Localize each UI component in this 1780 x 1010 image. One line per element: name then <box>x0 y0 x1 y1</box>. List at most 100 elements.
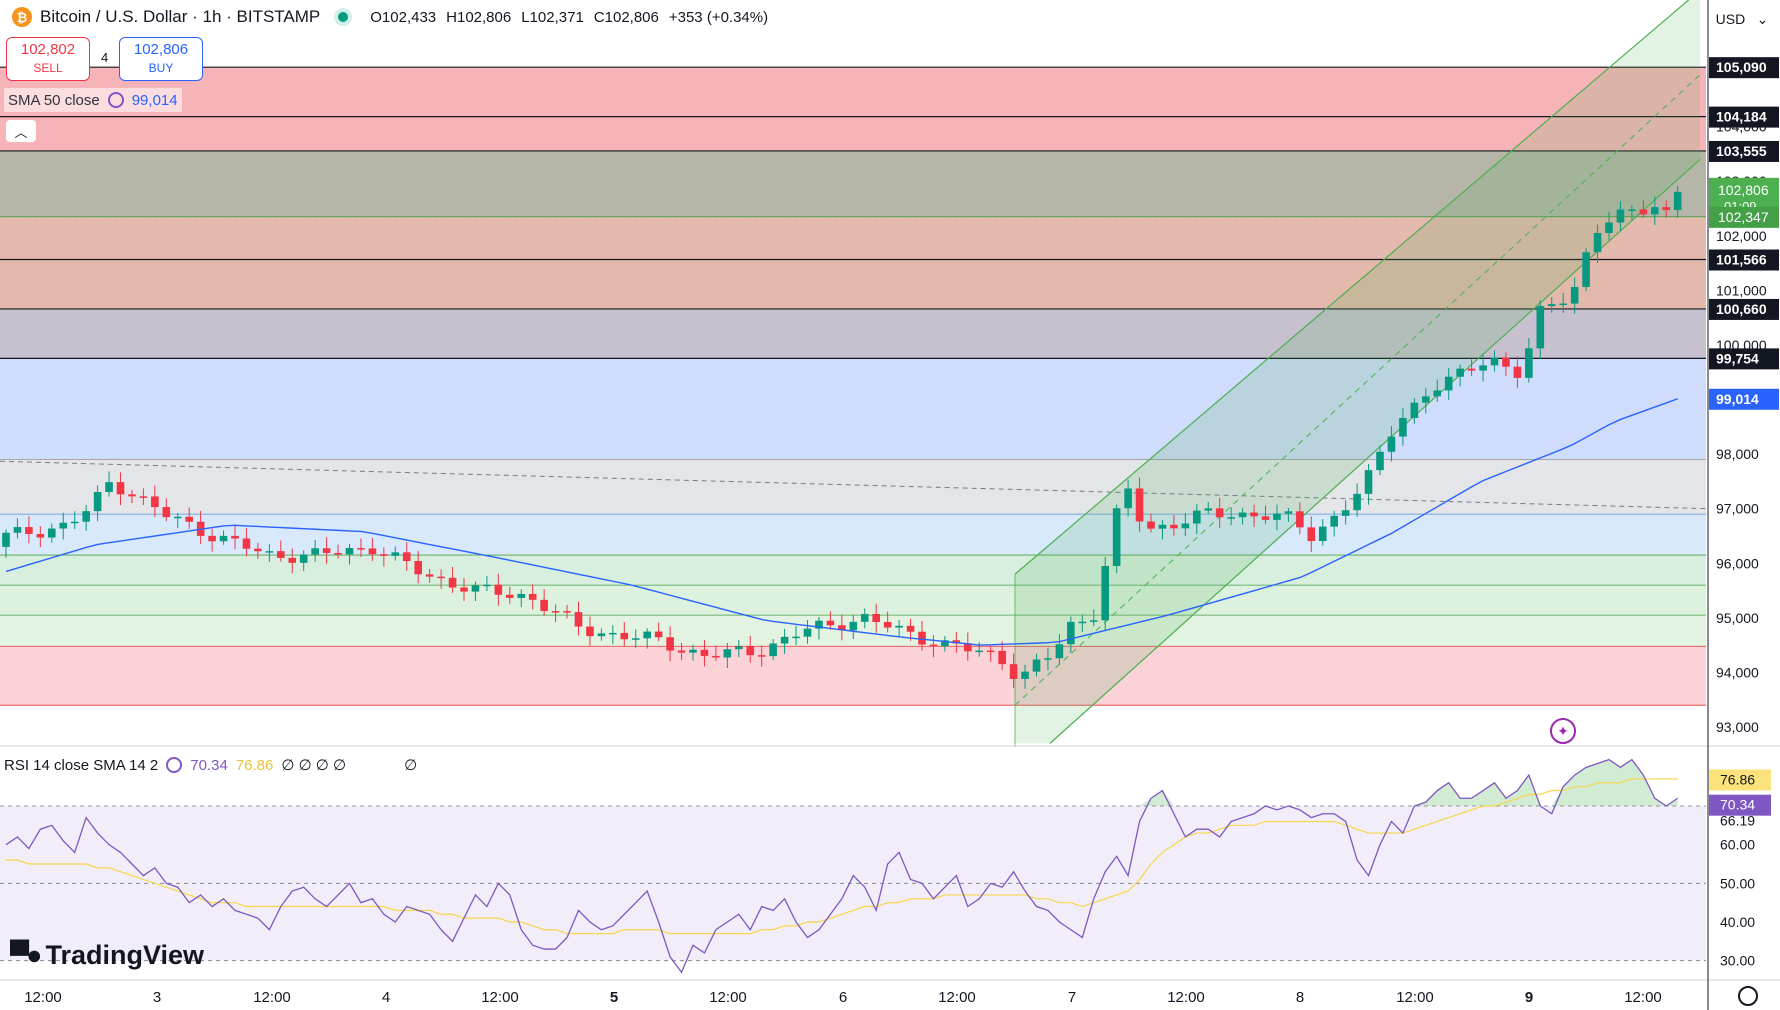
candle-body <box>1089 620 1098 622</box>
candle-body <box>1456 368 1464 377</box>
candle-body <box>723 649 732 658</box>
bitcoin-icon: ₿ <box>12 7 32 27</box>
candle-body <box>151 496 159 508</box>
candle-body <box>1284 511 1293 514</box>
candle-body <box>242 538 251 549</box>
price-level-label-bg <box>1709 348 1779 370</box>
price-level-label: 105,090 <box>1716 59 1767 75</box>
candle-body <box>780 636 789 644</box>
rsi-overbought-fill <box>1620 759 1632 806</box>
candle-body <box>173 516 182 519</box>
candle-body <box>162 507 171 518</box>
candle-body <box>906 625 915 632</box>
rsi-tick-label: 60.00 <box>1720 837 1755 853</box>
candle-body <box>1364 470 1373 494</box>
candle-body <box>700 649 709 656</box>
candle-body <box>231 535 239 539</box>
rsi-sma-line <box>6 778 1678 935</box>
candle-body <box>357 548 365 550</box>
candle-body <box>1330 515 1338 527</box>
candle-body <box>414 561 422 575</box>
candle-body <box>563 611 571 613</box>
price-tick-label: 93,000 <box>1716 719 1759 735</box>
candle-body <box>677 650 686 653</box>
rsi-legend[interactable]: RSI 14 close SMA 14 2 70.34 76.86 ∅ ∅ ∅ … <box>4 756 417 775</box>
settings-gear-icon[interactable] <box>1738 986 1758 1006</box>
sma-legend-value: 99,014 <box>131 91 178 109</box>
rsi-overbought-fill <box>1471 790 1484 806</box>
candle-body <box>838 625 846 631</box>
candle-body <box>746 646 755 656</box>
sell-button[interactable]: 102,802 SELL <box>6 37 90 81</box>
fib-zone <box>0 216 1706 260</box>
symbol-title[interactable]: Bitcoin / U.S. Dollar · 1h · BITSTAMP <box>40 7 321 26</box>
rsi-background <box>0 806 1706 961</box>
rsi-overbought-fill <box>1162 790 1174 806</box>
candle-body <box>964 643 972 652</box>
price-tick-label: 95,000 <box>1716 610 1759 626</box>
time-tick-label: 12:00 <box>709 989 747 1006</box>
flash-icon[interactable]: ✦ <box>1550 718 1576 744</box>
candle-body <box>1616 209 1625 223</box>
candle-body <box>860 613 869 622</box>
candle-body <box>322 548 331 553</box>
currency-select[interactable]: USD ⌄ <box>1710 4 1774 34</box>
candle-body <box>929 644 938 647</box>
candle-body <box>139 496 148 498</box>
fib-zone <box>0 555 1706 586</box>
candle-body <box>1662 207 1671 211</box>
candle-body <box>998 650 1006 665</box>
candle-body <box>1513 366 1522 378</box>
candle-body <box>254 548 262 552</box>
time-tick-label: 6 <box>839 989 847 1006</box>
rsi-level-bg <box>1709 769 1771 791</box>
parallel-channel <box>1015 0 1700 744</box>
rsi-legend-label: RSI 14 close SMA 14 2 <box>4 756 159 774</box>
time-tick-label: 12:00 <box>481 989 519 1006</box>
channel-mid-line <box>1014 74 1701 706</box>
rsi-overbought-fill <box>1551 786 1564 806</box>
candle-body <box>849 621 858 631</box>
candle-body <box>1387 436 1396 452</box>
candle-body <box>1193 510 1201 524</box>
candle-body <box>803 628 812 637</box>
cycle-icon <box>107 92 124 108</box>
candle-body <box>1559 303 1567 306</box>
price-tick-label: 101,000 <box>1716 282 1767 298</box>
candle-body <box>712 655 720 658</box>
low-value: L102,371 <box>521 8 584 26</box>
sma-legend-label: SMA 50 close <box>8 91 100 109</box>
fib-zone <box>0 585 1706 616</box>
fib-zone <box>0 514 1706 556</box>
collapse-legend-button[interactable]: ︿ <box>6 120 36 142</box>
ohlc-values: O102,433 H102,806 L102,371 C102,806 +353… <box>370 9 768 26</box>
sell-price: 102,802 <box>20 41 76 58</box>
rsi-sma-legend-value: 76.86 <box>235 756 274 774</box>
time-tick-label: 8 <box>1296 989 1304 1006</box>
time-tick-label: 12:00 <box>24 989 62 1006</box>
candle-body <box>1021 671 1029 679</box>
buy-button[interactable]: 102,806 BUY <box>119 37 203 81</box>
fib-zone <box>0 150 1706 217</box>
candle-body <box>494 584 503 595</box>
candle-body <box>116 482 125 495</box>
candle-body <box>1067 621 1075 645</box>
time-tick-label: 7 <box>1068 989 1076 1006</box>
sma-50-line <box>5 398 1678 646</box>
candle-body <box>483 584 491 587</box>
candle-body <box>1490 357 1499 366</box>
candle-body <box>1135 488 1144 522</box>
candle-body <box>437 576 445 579</box>
buy-price: 102,806 <box>133 41 189 58</box>
fib-zone <box>0 259 1706 309</box>
close-value: C102,806 <box>593 8 659 26</box>
candle-body <box>288 557 297 563</box>
sma-legend[interactable]: SMA 50 close 99,014 <box>4 88 182 112</box>
symbol-header: ₿ Bitcoin / U.S. Dollar · 1h · BITSTAMP … <box>0 0 768 34</box>
candle-body <box>391 552 400 556</box>
price-level-label-bg <box>1709 249 1779 271</box>
time-tick-label: 12:00 <box>1167 989 1205 1006</box>
rsi-overbought-fill <box>1494 782 1506 806</box>
candle-body <box>1353 493 1361 511</box>
